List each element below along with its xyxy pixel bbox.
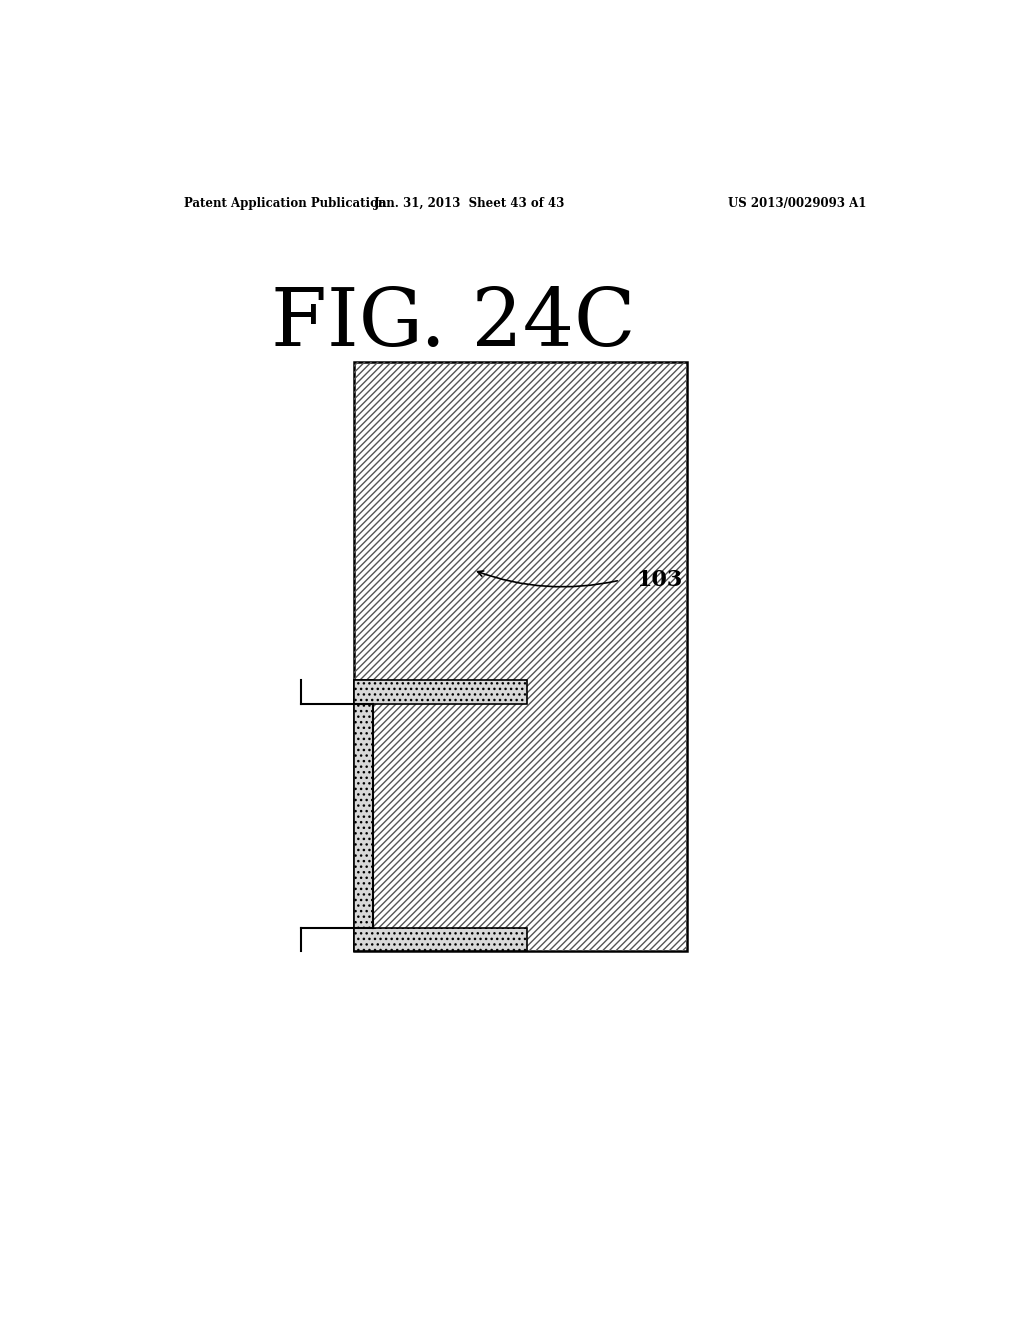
Bar	[354, 928, 527, 952]
Text: Jan. 31, 2013  Sheet 43 of 43: Jan. 31, 2013 Sheet 43 of 43	[374, 197, 565, 210]
Bar	[373, 704, 527, 928]
Bar	[373, 704, 527, 928]
Text: Patent Application Publication: Patent Application Publication	[183, 197, 386, 210]
Bar	[354, 680, 373, 952]
Bar	[354, 362, 687, 952]
Text: FIG. 24C: FIG. 24C	[270, 285, 636, 363]
Text: 103: 103	[636, 569, 682, 591]
Bar	[354, 362, 687, 952]
Text: US 2013/0029093 A1: US 2013/0029093 A1	[728, 197, 866, 210]
Bar	[354, 680, 527, 704]
